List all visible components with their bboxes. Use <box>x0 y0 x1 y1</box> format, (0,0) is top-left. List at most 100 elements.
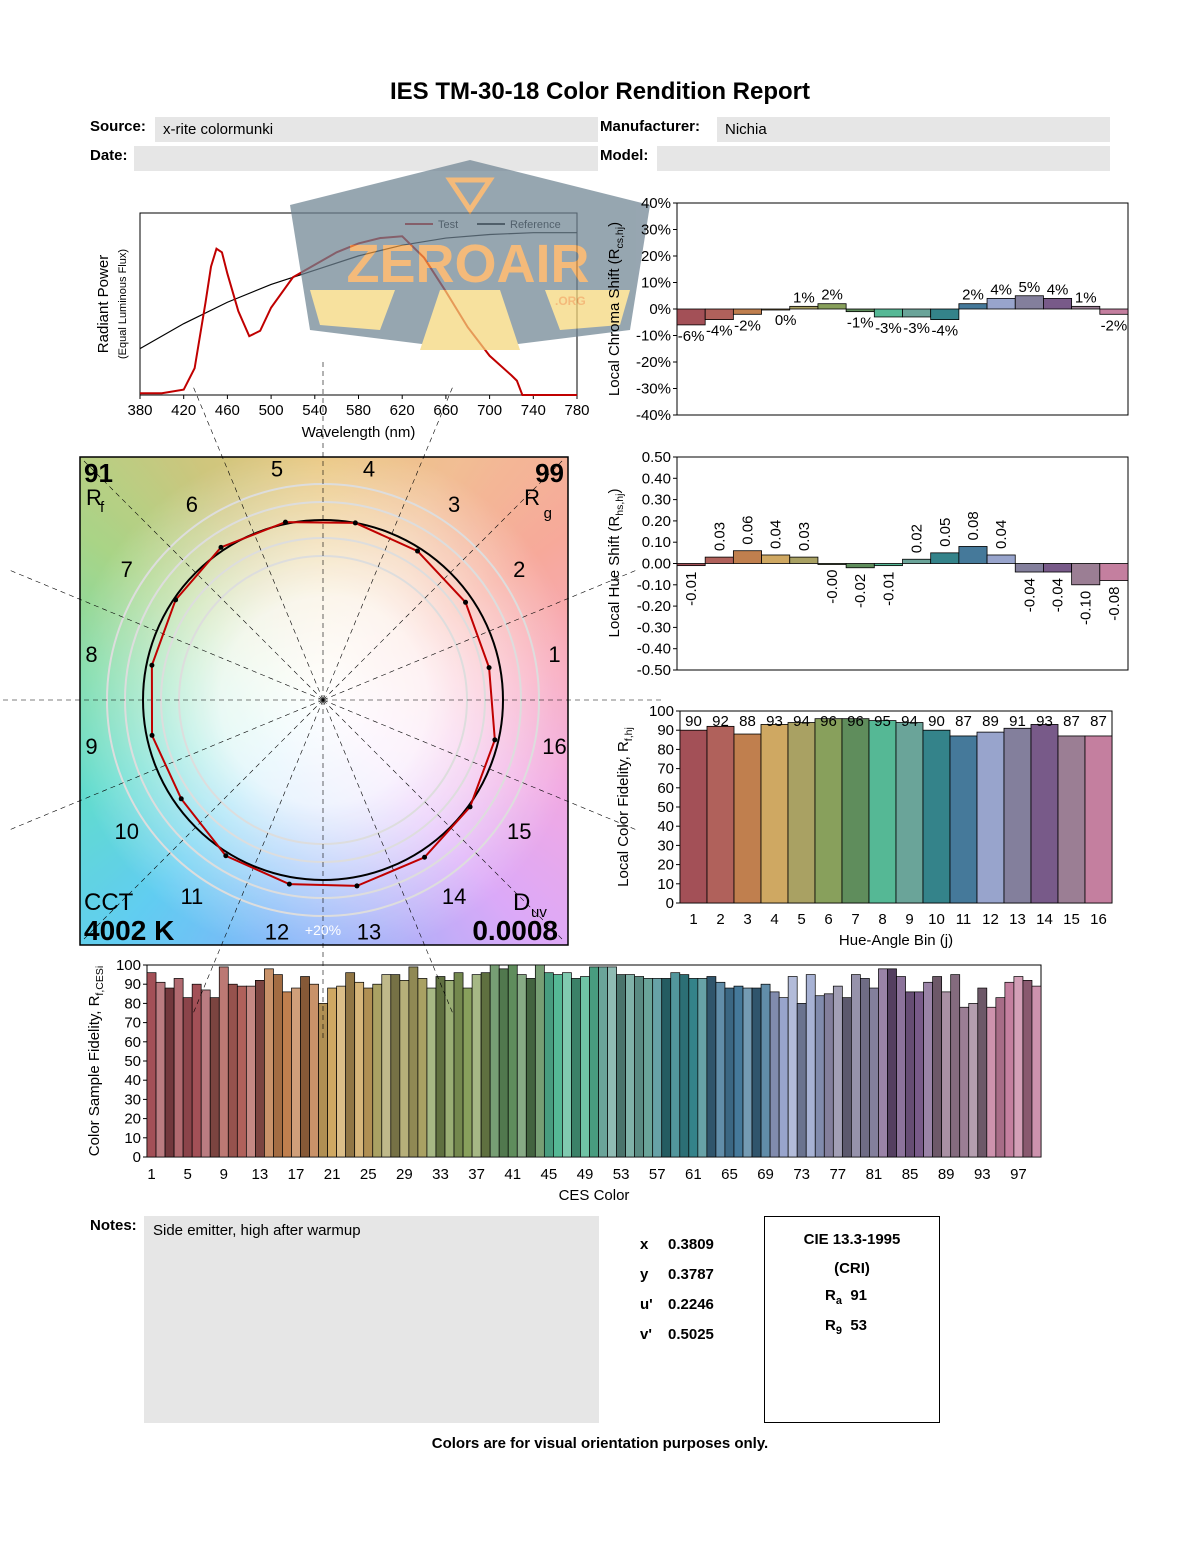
y-tick-label: 60 <box>657 780 674 797</box>
hue-bar-label: -0.01 <box>880 572 897 606</box>
hue-bar-label: 0.04 <box>768 520 785 549</box>
model-label: Model: <box>600 147 649 164</box>
local_fidelity-bar-13 <box>1003 727 1032 904</box>
report-title: IES TM-30-18 Color Rendition Report <box>389 78 811 105</box>
y-tick-label: 60 <box>124 1034 141 1051</box>
fidelity-bar-label: 87 <box>1090 713 1107 730</box>
duv-label: D <box>513 889 530 916</box>
y-tick-label: 0.30 <box>642 492 671 509</box>
x-tick-label: 500 <box>259 402 284 419</box>
y-tick-label: 40% <box>641 195 671 212</box>
ces-bar-81 <box>869 987 879 1158</box>
bin-boundary-line <box>8 699 324 831</box>
x-tick-label: 4 <box>770 911 778 928</box>
ces-bar-10 <box>227 983 238 1158</box>
ces-bar-69 <box>760 983 771 1158</box>
bin-label: 15 <box>507 819 531 844</box>
local_fidelity-bar-8 <box>868 720 897 904</box>
ces-bar-54 <box>625 974 635 1158</box>
local_fidelity-bar-3 <box>733 733 762 904</box>
ces-bar-42 <box>516 974 527 1158</box>
hue-bar-13 <box>1014 563 1044 573</box>
date-label: Date: <box>90 147 128 164</box>
bin-boundary-line <box>82 459 324 701</box>
chroma-bar-label: 2% <box>821 287 843 304</box>
x-tick-label: 21 <box>324 1166 341 1183</box>
y-tick-label: 0.00 <box>642 556 671 573</box>
x-tick-label: 380 <box>127 402 152 419</box>
y-tick-label: -40% <box>636 407 671 424</box>
fidelity-bar-label: 94 <box>901 713 918 730</box>
local_fidelity-bar-14 <box>1030 724 1059 904</box>
x-tick-label: 9 <box>220 1166 228 1183</box>
ces-bar-22 <box>336 985 347 1158</box>
y-tick-label: -0.40 <box>637 641 671 658</box>
rf-sub: f <box>100 499 105 516</box>
chromaticity-3: v' 0.5025 <box>640 1326 714 1343</box>
ces-bar-30 <box>408 966 419 1158</box>
fidelity-bar-label: 90 <box>928 713 945 730</box>
ces-bar-92 <box>968 1003 979 1158</box>
ces-bar-73 <box>796 1003 807 1158</box>
ces-bar-57 <box>652 978 663 1158</box>
hue-bar-label: 0.06 <box>739 516 756 545</box>
fidelity-x-axis-title: Hue-Angle Bin (j) <box>839 932 953 949</box>
ces-bar-7 <box>200 989 211 1158</box>
test-arrow-point <box>178 796 184 802</box>
hue-y-axis-title: Local Hue Shift (Rhs,hj) <box>606 489 626 638</box>
ces-bar-75 <box>814 995 825 1158</box>
ces-bar-15 <box>273 974 283 1158</box>
ces-bar-51 <box>598 966 608 1158</box>
watermark-text: ZEROAIR <box>347 234 590 294</box>
local_fidelity-bar-16 <box>1084 735 1113 904</box>
fidelity-bar-label: 90 <box>685 713 702 730</box>
test-arrow-point <box>467 804 473 810</box>
x-tick-label: 45 <box>541 1166 558 1183</box>
ces-bar-1 <box>146 972 157 1158</box>
x-tick-label: 25 <box>360 1166 377 1183</box>
local_fidelity-bar-12 <box>976 731 1005 904</box>
hue-bar-9 <box>902 558 932 564</box>
x-tick-label: 5 <box>797 911 805 928</box>
zeroair-watermark-logo: ZEROAIR.ORG <box>290 160 650 350</box>
duv-sub: uv <box>531 904 547 921</box>
bin-boundary-line <box>192 699 324 1015</box>
y-tick-label: 0.10 <box>642 534 671 551</box>
bin-label: 4 <box>363 457 375 482</box>
x-tick-label: 33 <box>432 1166 449 1183</box>
ces-bar-44 <box>534 964 545 1158</box>
cri-subtitle: (CRI) <box>834 1260 870 1277</box>
ces-bar-18 <box>300 976 310 1158</box>
y-tick-label: 40 <box>657 818 674 835</box>
chroma-bar-label: 2% <box>962 287 984 304</box>
y-tick-label: 0.40 <box>642 470 671 487</box>
fidelity-bar-label: 96 <box>847 713 864 730</box>
y-tick-label: 90 <box>657 722 674 739</box>
ces-bar-37 <box>471 974 482 1158</box>
bin-boundary-line <box>82 699 324 941</box>
ces-bar-78 <box>841 997 852 1158</box>
chroma-bar-label: 5% <box>1019 279 1041 296</box>
ces-bar-61 <box>688 978 699 1158</box>
x-tick-label: 740 <box>521 402 546 419</box>
x-tick-label: 77 <box>829 1166 846 1183</box>
fidelity-bar-label: 88 <box>739 713 756 730</box>
x-tick-label: 2 <box>716 911 724 928</box>
ces-bar-63 <box>706 976 717 1158</box>
hue-bar-label: 0.05 <box>937 518 954 547</box>
y-tick-label: 30 <box>124 1091 141 1108</box>
chromaticity-1: y 0.3787 <box>640 1266 714 1283</box>
ces-bar-98 <box>1022 980 1033 1158</box>
ces-bar-91 <box>959 1006 970 1158</box>
ces-bar-25 <box>363 987 374 1158</box>
ces-bar-29 <box>399 980 410 1158</box>
x-tick-label: 73 <box>793 1166 810 1183</box>
fidelity-y-axis-title: Local Color Fidelity, Rf,hj <box>615 727 635 887</box>
test-arrow-point <box>282 519 288 525</box>
reference-circle <box>142 519 504 881</box>
ces-bar-36 <box>462 987 473 1158</box>
hue-bar-label: 0.04 <box>993 520 1010 549</box>
y-tick-label: 100 <box>649 703 674 720</box>
ces-bar-52 <box>607 966 617 1158</box>
